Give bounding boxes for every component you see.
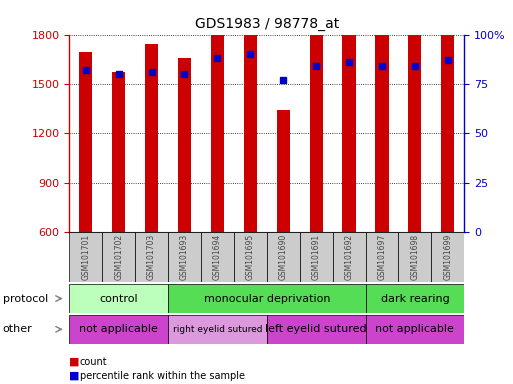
Text: GSM101695: GSM101695 bbox=[246, 234, 255, 280]
Text: GSM101697: GSM101697 bbox=[378, 234, 386, 280]
FancyBboxPatch shape bbox=[365, 232, 399, 282]
Bar bbox=[79, 52, 92, 232]
FancyBboxPatch shape bbox=[365, 284, 464, 313]
Text: left eyelid sutured: left eyelid sutured bbox=[265, 324, 367, 334]
Title: GDS1983 / 98778_at: GDS1983 / 98778_at bbox=[194, 17, 339, 31]
Bar bbox=[244, 35, 257, 331]
FancyBboxPatch shape bbox=[267, 232, 300, 282]
Bar bbox=[79, 151, 92, 331]
Text: GSM101703: GSM101703 bbox=[147, 234, 156, 280]
FancyBboxPatch shape bbox=[234, 232, 267, 282]
Text: ■: ■ bbox=[69, 357, 80, 367]
Bar bbox=[343, 85, 356, 331]
Text: GSM101691: GSM101691 bbox=[311, 234, 321, 280]
Text: GSM101693: GSM101693 bbox=[180, 234, 189, 280]
Text: GSM101699: GSM101699 bbox=[443, 234, 452, 280]
Bar bbox=[343, 0, 356, 232]
Bar bbox=[309, 118, 323, 331]
Bar bbox=[112, 170, 125, 331]
Bar bbox=[441, 61, 455, 331]
FancyBboxPatch shape bbox=[168, 232, 201, 282]
FancyBboxPatch shape bbox=[399, 232, 431, 282]
Bar bbox=[408, 110, 422, 331]
Bar bbox=[112, 72, 125, 232]
FancyBboxPatch shape bbox=[69, 315, 168, 344]
FancyBboxPatch shape bbox=[332, 232, 365, 282]
FancyBboxPatch shape bbox=[168, 284, 365, 313]
Bar bbox=[145, 142, 158, 331]
Text: protocol: protocol bbox=[3, 293, 48, 304]
FancyBboxPatch shape bbox=[69, 284, 168, 313]
Text: dark rearing: dark rearing bbox=[381, 293, 449, 304]
Bar bbox=[178, 58, 191, 232]
Text: GSM101692: GSM101692 bbox=[345, 234, 353, 280]
FancyBboxPatch shape bbox=[168, 315, 267, 344]
Bar bbox=[309, 19, 323, 232]
Text: GSM101690: GSM101690 bbox=[279, 234, 288, 280]
Bar bbox=[277, 110, 290, 232]
Text: GSM101694: GSM101694 bbox=[213, 234, 222, 280]
Bar bbox=[277, 209, 290, 331]
Bar bbox=[376, 10, 388, 232]
Bar bbox=[211, 71, 224, 331]
FancyBboxPatch shape bbox=[69, 232, 102, 282]
Text: other: other bbox=[3, 324, 32, 334]
FancyBboxPatch shape bbox=[135, 232, 168, 282]
Bar bbox=[441, 0, 455, 232]
Text: ■: ■ bbox=[69, 371, 80, 381]
Text: percentile rank within the sample: percentile rank within the sample bbox=[80, 371, 245, 381]
Text: control: control bbox=[100, 293, 138, 304]
Text: GSM101702: GSM101702 bbox=[114, 234, 123, 280]
Bar bbox=[408, 12, 422, 232]
FancyBboxPatch shape bbox=[300, 232, 332, 282]
Text: not applicable: not applicable bbox=[376, 324, 455, 334]
Text: not applicable: not applicable bbox=[79, 324, 158, 334]
Bar bbox=[178, 157, 191, 331]
FancyBboxPatch shape bbox=[365, 315, 464, 344]
Text: monocular deprivation: monocular deprivation bbox=[204, 293, 330, 304]
Bar bbox=[145, 44, 158, 232]
Text: GSM101701: GSM101701 bbox=[81, 234, 90, 280]
Text: right eyelid sutured: right eyelid sutured bbox=[173, 325, 262, 334]
Text: count: count bbox=[80, 357, 107, 367]
FancyBboxPatch shape bbox=[267, 315, 365, 344]
Bar bbox=[211, 0, 224, 232]
FancyBboxPatch shape bbox=[102, 232, 135, 282]
Bar bbox=[244, 0, 257, 232]
FancyBboxPatch shape bbox=[201, 232, 234, 282]
Text: GSM101698: GSM101698 bbox=[410, 234, 420, 280]
Bar bbox=[376, 109, 388, 331]
FancyBboxPatch shape bbox=[431, 232, 464, 282]
